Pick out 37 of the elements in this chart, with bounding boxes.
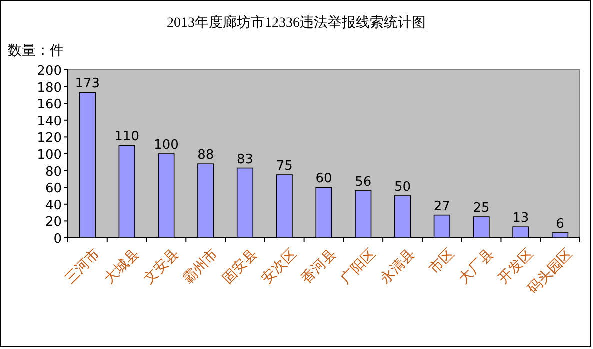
y-tick-label: 80 <box>45 164 62 180</box>
chart-title: 2013年度廊坊市12336违法举报线索统计图 <box>167 15 426 31</box>
x-tick-label: 三河市 <box>62 246 104 288</box>
y-tick-label: 120 <box>37 131 62 146</box>
data-label: 13 <box>512 211 530 226</box>
data-label: 50 <box>394 180 412 195</box>
y-tick-label: 180 <box>37 80 62 96</box>
data-label: 6 <box>556 216 564 232</box>
y-tick-label: 200 <box>37 64 62 79</box>
x-tick-label: 永清县 <box>377 246 418 288</box>
data-label: 60 <box>316 172 332 187</box>
data-label: 56 <box>355 174 372 190</box>
y-tick-label: 20 <box>45 215 62 230</box>
y-tick-label: 60 <box>45 182 62 197</box>
data-label: 173 <box>75 76 100 92</box>
x-tick-label: 市区 <box>426 246 458 278</box>
data-label: 110 <box>114 130 140 145</box>
x-tick-label: 大城县 <box>102 246 143 288</box>
y-tick-label: 100 <box>37 148 62 163</box>
data-label: 100 <box>154 138 179 153</box>
y-tick-label: 40 <box>45 198 62 214</box>
x-tick-label: 大厂县 <box>456 246 498 288</box>
data-label: 88 <box>198 148 214 164</box>
x-tick-label: 香河县 <box>298 246 340 288</box>
y-tick-label: 140 <box>37 114 62 130</box>
x-tick-label: 文安县 <box>141 246 182 288</box>
x-tick-label: 固安县 <box>220 246 261 288</box>
data-label: 27 <box>434 199 450 214</box>
data-label: 25 <box>473 201 490 216</box>
x-tick-label: 霸州市 <box>180 246 222 288</box>
x-tick-label: 安次区 <box>259 246 300 288</box>
y-tick-label: 0 <box>54 232 62 247</box>
x-tick-label: 广阳区 <box>338 246 379 288</box>
data-label: 75 <box>276 159 293 174</box>
y-tick-label: 160 <box>37 98 62 113</box>
data-label: 83 <box>236 152 254 168</box>
y-axis-title: 数量：件 <box>8 43 64 59</box>
